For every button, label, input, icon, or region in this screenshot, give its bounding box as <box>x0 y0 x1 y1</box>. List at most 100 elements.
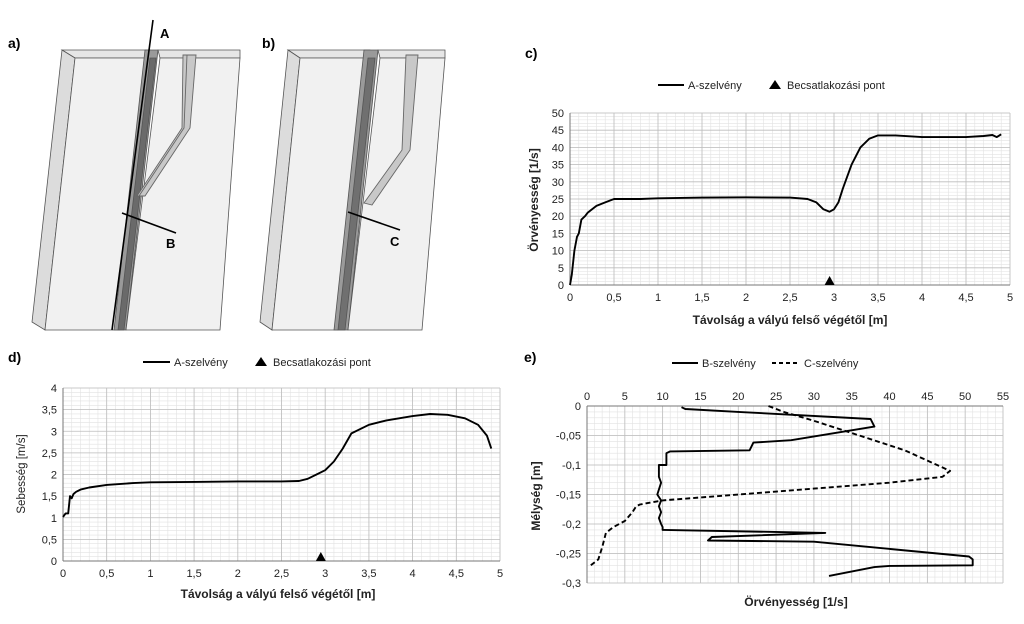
y-tick-label: 15 <box>552 228 564 240</box>
x-tick-label: 0 <box>60 568 66 580</box>
y-tick-label: 20 <box>552 211 564 223</box>
chart-c-xlabel: Távolság a vályú felső végétől [m] <box>693 313 888 327</box>
panel-label-e: e) <box>524 349 536 365</box>
chart-e-series <box>590 405 974 577</box>
chart-c-axes: 0 0,5 1 1,5 2 2,5 3 3,5 4 4,5 50510152025303540455… <box>552 108 1013 304</box>
x-tick-label: 0,5 <box>99 568 114 580</box>
y-tick-label: -0,3 <box>562 578 581 590</box>
legend-c-entry-series: A-szelvény <box>688 80 742 92</box>
series-line-primary <box>569 133 1002 286</box>
x-tick-label: 1 <box>147 568 153 580</box>
chart-e-ylabel: Mélység [m] <box>529 461 543 530</box>
x-tick-label: 5 <box>497 568 503 580</box>
chart-d-series <box>62 413 493 561</box>
chart-e-grid <box>586 405 1004 584</box>
x-tick-label: 0 <box>584 391 590 403</box>
y-tick-label: 2 <box>51 470 57 482</box>
junction-point-marker <box>315 552 326 561</box>
y-tick-label: 1 <box>51 513 57 525</box>
y-tick-label: 0 <box>558 280 564 292</box>
x-tick-label: 3,5 <box>361 568 376 580</box>
label-b: B <box>166 236 175 251</box>
legend-e-entry-c: C-szelvény <box>804 358 859 370</box>
y-tick-label: 0 <box>51 556 57 568</box>
y-tick-label: 30 <box>552 177 564 189</box>
x-tick-label: 25 <box>770 391 782 403</box>
legend-d-triangle-swatch <box>255 357 267 366</box>
b-right-block <box>347 49 446 331</box>
chart-e-legend: B-szelvény C-szelvény <box>672 358 859 370</box>
legend-c-entry-marker: Becsatlakozási pont <box>787 80 885 92</box>
x-tick-label: 4,5 <box>449 568 464 580</box>
x-tick-label: 40 <box>883 391 895 403</box>
series-line-primary <box>62 413 493 518</box>
x-tick-label: 10 <box>657 391 669 403</box>
x-tick-label: 50 <box>959 391 971 403</box>
x-tick-label: 2,5 <box>274 568 289 580</box>
x-tick-label: 1,5 <box>694 292 709 304</box>
y-tick-label: -0,05 <box>556 431 581 443</box>
y-tick-label: -0,25 <box>556 549 581 561</box>
panel-label-b: b) <box>262 35 275 51</box>
chart-e-axes: 0 5 10 15 20 25 30 35 40 45 50 55 0 -0,05 -0,1 -0,15 -0,… <box>556 391 1009 590</box>
label-a: A <box>160 26 170 41</box>
x-tick-label: 2 <box>235 568 241 580</box>
x-tick-label: 0 <box>567 292 573 304</box>
chart-e-xlabel: Örvényesség [1/s] <box>744 594 847 609</box>
x-tick-label: 2,5 <box>782 292 797 304</box>
legend-e-entry-b: B-szelvény <box>702 358 756 370</box>
chart-d-ylabel: Sebesség [m/s] <box>16 434 28 513</box>
section-line-b <box>121 212 177 234</box>
chart-d-axes: 0 0,5 1 1,5 2 2,5 3 3,5 4 4,5 5 0 0,5 1 1,5 2 2,5 3 3,5 4 <box>42 383 503 580</box>
y-tick-label: 1,5 <box>42 491 57 503</box>
a-right-block <box>125 49 241 331</box>
y-tick-label: 3,5 <box>42 405 57 417</box>
section-line-a <box>111 19 154 331</box>
y-tick-label: 3 <box>51 426 57 438</box>
x-tick-label: 45 <box>921 391 933 403</box>
a-side-channel <box>136 54 197 197</box>
x-tick-label: 4 <box>410 568 416 580</box>
chart-c-legend: A-szelvény Becsatlakozási pont <box>658 80 885 92</box>
x-tick-label: 3 <box>831 292 837 304</box>
x-tick-label: 1,5 <box>186 568 201 580</box>
y-tick-label: 25 <box>552 194 564 206</box>
y-tick-label: 40 <box>552 142 564 154</box>
x-tick-label: 5 <box>1007 292 1013 304</box>
x-tick-label: 5 <box>622 391 628 403</box>
panel-label-d: d) <box>8 349 21 365</box>
chart-d-xlabel: Távolság a vályú felső végétől [m] <box>181 587 376 601</box>
legend-d-entry-series: A-szelvény <box>174 357 228 369</box>
panel-e-chart: e) B-szelvény C-szelvény 0 5 10 15 20 25 30 35 4… <box>524 349 1009 609</box>
y-tick-label: 0 <box>575 401 581 413</box>
x-tick-label: 3 <box>322 568 328 580</box>
panel-label-c: c) <box>525 45 537 61</box>
panel-d-chart: d) A-szelvény Becsatlakozási pont 0 0,5 1 1… <box>8 349 503 601</box>
junction-point-marker <box>824 276 835 285</box>
chart-c-series <box>569 133 1002 286</box>
x-tick-label: 15 <box>694 391 706 403</box>
y-tick-label: 35 <box>552 160 564 172</box>
legend-d-entry-marker: Becsatlakozási pont <box>273 357 371 369</box>
chart-c-grid <box>569 112 1011 286</box>
y-tick-label: 45 <box>552 125 564 137</box>
series-line-primary <box>656 406 974 577</box>
x-tick-label: 20 <box>732 391 744 403</box>
panel-a-diagram: a) A B <box>8 19 241 331</box>
y-tick-label: 10 <box>552 246 564 258</box>
x-tick-label: 30 <box>808 391 820 403</box>
panel-label-a: a) <box>8 35 20 51</box>
x-tick-label: 55 <box>997 391 1009 403</box>
y-tick-label: -0,1 <box>562 460 581 472</box>
x-tick-label: 2 <box>743 292 749 304</box>
y-tick-label: -0,2 <box>562 519 581 531</box>
x-tick-label: 35 <box>846 391 858 403</box>
x-tick-label: 4 <box>919 292 925 304</box>
y-tick-label: 4 <box>51 383 57 395</box>
x-tick-label: 4,5 <box>958 292 973 304</box>
section-line-c <box>347 211 401 231</box>
panel-c-chart: c) A-szelvény Becsatlakozási pont 0 0,5 1 1… <box>525 45 1013 327</box>
chart-d-legend: A-szelvény Becsatlakozási pont <box>143 357 371 369</box>
label-c: C <box>390 234 400 249</box>
